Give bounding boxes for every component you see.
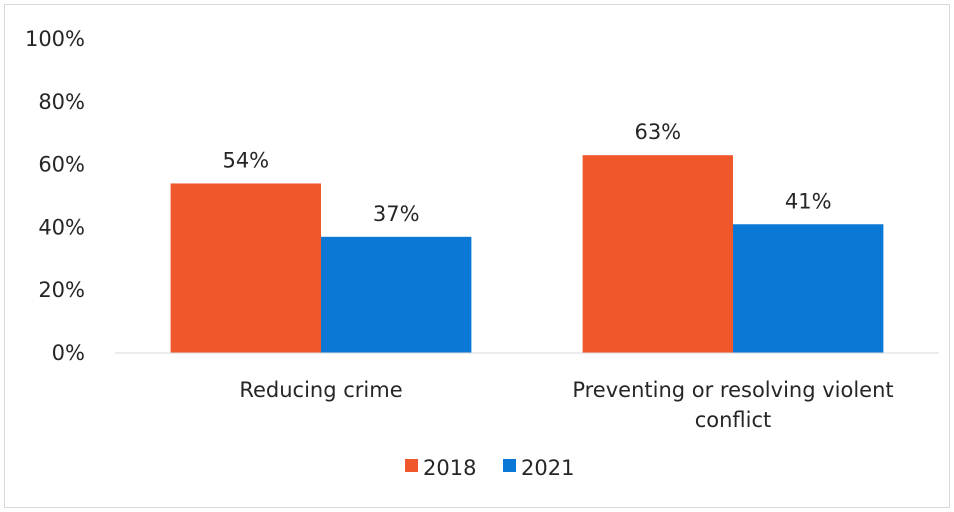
chart-frame: 0% 20% 40% 60% 80% 100% 54% 37% 63% 41% Reducing…	[4, 4, 950, 508]
data-label-2018-0: 54%	[222, 148, 269, 172]
legend-label-2018: 2018	[423, 456, 476, 480]
bar-2018-0	[170, 183, 321, 353]
x-axis-category-labels: Reducing crime Preventing or resolving vi…	[239, 378, 893, 432]
bar-chart: 0% 20% 40% 60% 80% 100% 54% 37% 63% 41% Reducing…	[25, 27, 939, 480]
bars	[170, 155, 884, 353]
y-tick-label: 80%	[38, 90, 85, 114]
y-tick-label: 60%	[38, 153, 85, 177]
x-category-label: Preventing or resolving violent	[572, 378, 893, 402]
x-category-label: Reducing crime	[239, 378, 402, 402]
legend-swatch-2021	[503, 459, 516, 472]
y-axis-ticks: 0% 20% 40% 60% 80% 100%	[25, 27, 85, 365]
legend-swatch-2018	[405, 459, 418, 472]
data-label-2021-0: 37%	[373, 202, 420, 226]
data-label-2018-1: 63%	[634, 120, 681, 144]
data-labels: 54% 37% 63% 41%	[222, 120, 831, 226]
bar-2021-1	[733, 224, 884, 353]
legend: 2018 2021	[405, 456, 574, 480]
x-category-label: conflict	[695, 408, 772, 432]
bar-2021-0	[321, 236, 472, 353]
legend-label-2021: 2021	[521, 456, 574, 480]
y-tick-label: 100%	[25, 27, 85, 51]
y-tick-label: 20%	[38, 278, 85, 302]
data-label-2021-1: 41%	[785, 189, 832, 213]
y-tick-label: 40%	[38, 215, 85, 239]
y-tick-label: 0%	[52, 341, 85, 365]
bar-2018-1	[582, 155, 733, 353]
